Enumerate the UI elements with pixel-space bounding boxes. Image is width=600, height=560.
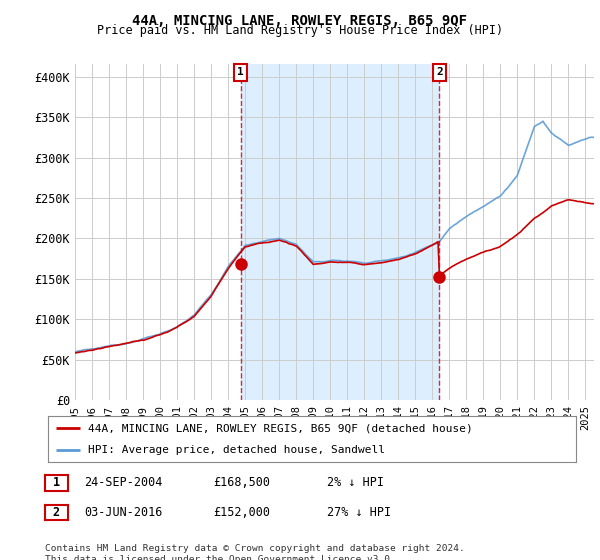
Text: 27% ↓ HPI: 27% ↓ HPI — [327, 506, 391, 519]
Bar — [241, 64, 439, 400]
Text: Contains HM Land Registry data © Crown copyright and database right 2024.
This d: Contains HM Land Registry data © Crown c… — [45, 544, 465, 560]
Text: 03-JUN-2016: 03-JUN-2016 — [84, 506, 163, 519]
Text: 2: 2 — [436, 68, 443, 77]
Text: 2% ↓ HPI: 2% ↓ HPI — [327, 476, 384, 489]
Text: 44A, MINCING LANE, ROWLEY REGIS, B65 9QF (detached house): 44A, MINCING LANE, ROWLEY REGIS, B65 9QF… — [88, 423, 472, 433]
Text: HPI: Average price, detached house, Sandwell: HPI: Average price, detached house, Sand… — [88, 445, 385, 455]
Text: 1: 1 — [53, 476, 60, 489]
Text: 44A, MINCING LANE, ROWLEY REGIS, B65 9QF: 44A, MINCING LANE, ROWLEY REGIS, B65 9QF — [133, 14, 467, 28]
Text: Price paid vs. HM Land Registry's House Price Index (HPI): Price paid vs. HM Land Registry's House … — [97, 24, 503, 37]
Text: 2: 2 — [53, 506, 60, 519]
Text: 24-SEP-2004: 24-SEP-2004 — [84, 476, 163, 489]
Text: £152,000: £152,000 — [213, 506, 270, 519]
Text: 1: 1 — [237, 68, 244, 77]
Text: £168,500: £168,500 — [213, 476, 270, 489]
